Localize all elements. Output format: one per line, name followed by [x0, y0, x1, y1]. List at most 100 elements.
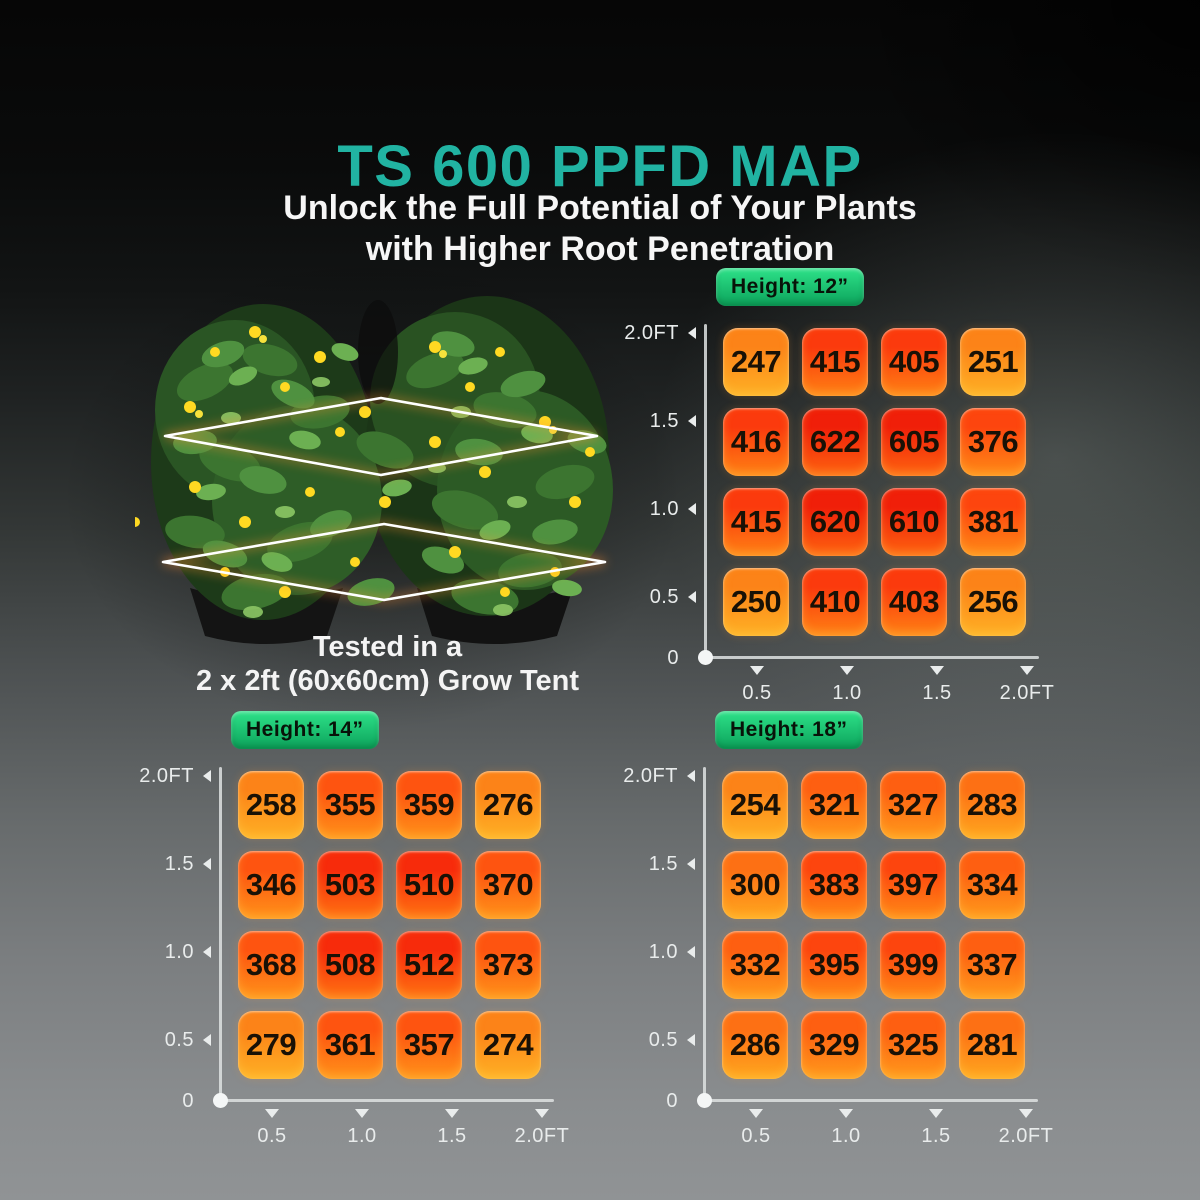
- ppfd-cell: 279: [238, 1011, 304, 1079]
- ppfd-cell: 274: [475, 1011, 541, 1079]
- ppfd-value: 332: [729, 947, 781, 982]
- ppfd-value: 359: [403, 787, 455, 822]
- x-tick-marker-icon: [1019, 1109, 1033, 1118]
- x-tick-label: 1.5: [437, 1125, 467, 1147]
- y-tick-marker-icon: [203, 946, 211, 958]
- ppfd-value: 620: [809, 504, 861, 539]
- axis-origin-dot: [697, 1093, 712, 1108]
- ppfd-value: 397: [887, 867, 939, 902]
- ppfd-cell: 610: [881, 488, 947, 556]
- ppfd-value: 281: [966, 1027, 1018, 1062]
- height-badge: Height: 14”: [231, 711, 379, 749]
- y-axis-line: [704, 324, 707, 657]
- y-tick-label: 1.0: [648, 940, 678, 963]
- ppfd-value: 405: [888, 344, 940, 379]
- y-tick-marker-icon: [688, 415, 696, 427]
- x-tick-label: 0.5: [741, 1125, 771, 1147]
- plants-photo: [130, 292, 640, 644]
- ppfd-value: 512: [403, 947, 455, 982]
- y-tick-marker-icon: [203, 770, 211, 782]
- ppfd-cell: 276: [475, 771, 541, 839]
- x-tick-label: 1.0: [831, 1125, 861, 1147]
- ppfd-cell: 368: [238, 931, 304, 999]
- y-tick-label: 0: [182, 1089, 194, 1112]
- y-tick-marker-icon: [687, 946, 695, 958]
- plants-illustration: [130, 296, 613, 644]
- ppfd-value: 300: [729, 867, 781, 902]
- ppfd-cell: 370: [475, 851, 541, 919]
- y-tick-label: 0: [667, 646, 679, 669]
- x-axis: 0.5 1.0 1.5 2.0FT: [604, 264, 1074, 716]
- ppfd-value: 415: [809, 344, 861, 379]
- y-tick-label: 0: [666, 1089, 678, 1112]
- ppfd-cell: 397: [880, 851, 946, 919]
- y-tick-label: 1.5: [648, 852, 678, 875]
- axis-origin-dot: [213, 1093, 228, 1108]
- ppfd-cell: 247: [723, 328, 789, 396]
- ppfd-value: 325: [887, 1027, 939, 1062]
- ppfd-value: 256: [967, 584, 1019, 619]
- y-tick-marker-icon: [687, 1034, 695, 1046]
- plane-wireframe-upper: [163, 394, 599, 479]
- ppfd-cell: 415: [723, 488, 789, 556]
- x-tick-label: 1.5: [922, 682, 952, 704]
- x-tick-marker-icon: [1020, 666, 1034, 675]
- ppfd-cell: 283: [959, 771, 1025, 839]
- x-tick-marker-icon: [265, 1109, 279, 1118]
- ppfd-value: 254: [729, 787, 781, 822]
- ppfd-cell: 512: [396, 931, 462, 999]
- ppfd-value: 370: [482, 867, 534, 902]
- x-axis: 0.5 1.0 1.5 2.0FT: [603, 707, 1073, 1159]
- x-tick-label: 1.0: [347, 1125, 377, 1147]
- ppfd-cell: 405: [881, 328, 947, 396]
- ppfd-value: 383: [808, 867, 860, 902]
- ppfd-cell: 403: [881, 568, 947, 636]
- ppfd-heatmap-grid: 254 321 327 283 300 383 397 334 332 395 399 337 286 3…: [722, 771, 1025, 1079]
- ppfd-cell: 334: [959, 851, 1025, 919]
- subtitle-line-1: Unlock the Full Potential of Your Plants: [283, 189, 917, 227]
- ppfd-value: 381: [967, 504, 1019, 539]
- ppfd-value: 610: [888, 504, 940, 539]
- ppfd-cell: 395: [801, 931, 867, 999]
- y-tick-label: 1.0: [164, 940, 194, 963]
- subtitle-line-2: with Higher Root Penetration: [365, 230, 835, 268]
- ppfd-value: 510: [403, 867, 455, 902]
- ppfd-cell: 381: [960, 488, 1026, 556]
- ppfd-chart-height-14: Height: 14” 2.0FT 1.5 1.0 0.5 0 258 355 35…: [119, 707, 589, 1159]
- y-axis-line: [703, 767, 706, 1100]
- ppfd-cell: 250: [723, 568, 789, 636]
- ppfd-cell: 605: [881, 408, 947, 476]
- ppfd-cell: 376: [960, 408, 1026, 476]
- y-tick-marker-icon: [688, 503, 696, 515]
- x-tick-marker-icon: [930, 666, 944, 675]
- y-tick-marker-icon: [688, 327, 696, 339]
- ppfd-value: 346: [245, 867, 297, 902]
- ppfd-value: 503: [324, 867, 376, 902]
- ppfd-cell: 399: [880, 931, 946, 999]
- x-tick-label: 1.5: [921, 1125, 951, 1147]
- x-axis: 0.5 1.0 1.5 2.0FT: [119, 707, 589, 1159]
- caption-line-2: 2 x 2ft (60x60cm) Grow Tent: [195, 665, 580, 697]
- x-tick-marker-icon: [355, 1109, 369, 1118]
- ppfd-value: 247: [730, 344, 782, 379]
- y-tick-marker-icon: [203, 858, 211, 870]
- ppfd-cell: 622: [802, 408, 868, 476]
- plants-caption: Tested in a 2 x 2ft (60x60cm) Grow Tent: [115, 630, 660, 698]
- ppfd-cell: 346: [238, 851, 304, 919]
- x-axis-line: [704, 1099, 1038, 1102]
- y-tick-label: 0.5: [648, 1028, 678, 1051]
- ppfd-cell: 410: [802, 568, 868, 636]
- ppfd-value: 395: [808, 947, 860, 982]
- ppfd-value: 321: [808, 787, 860, 822]
- page-title: TS 600 PPFD MAP: [337, 133, 863, 199]
- ppfd-value: 279: [245, 1027, 297, 1062]
- ppfd-value: 622: [809, 424, 861, 459]
- ppfd-cell: 325: [880, 1011, 946, 1079]
- ppfd-value: 357: [403, 1027, 455, 1062]
- ppfd-cell: 258: [238, 771, 304, 839]
- ppfd-chart-height-12: Height: 12” 2.0FT 1.5 1.0 0.5 0 247 415 40…: [604, 264, 1074, 716]
- height-badge: Height: 18”: [715, 711, 863, 749]
- ppfd-cell: 510: [396, 851, 462, 919]
- x-axis-line: [220, 1099, 554, 1102]
- y-tick-marker-icon: [687, 770, 695, 782]
